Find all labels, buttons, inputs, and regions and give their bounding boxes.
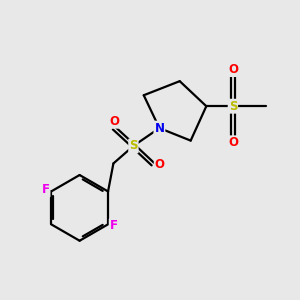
- Text: F: F: [41, 183, 50, 196]
- Text: O: O: [228, 136, 238, 149]
- Text: S: S: [129, 140, 138, 152]
- Text: O: O: [155, 158, 165, 171]
- Text: O: O: [228, 63, 238, 76]
- Text: S: S: [229, 100, 237, 113]
- Text: O: O: [109, 115, 119, 128]
- Text: N: N: [154, 122, 164, 135]
- Text: F: F: [110, 219, 118, 232]
